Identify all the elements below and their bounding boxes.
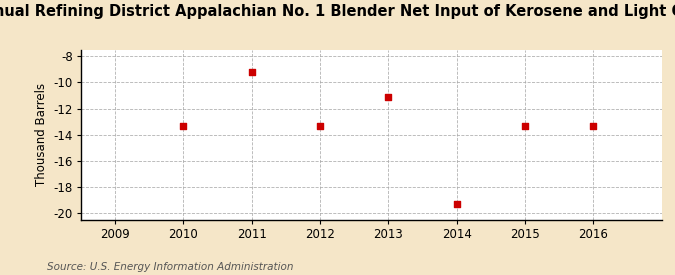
Point [451,202,462,207]
Point [588,123,599,128]
Point [383,95,394,99]
Y-axis label: Thousand Barrels: Thousand Barrels [34,83,48,186]
Point [520,123,531,128]
Point [315,123,325,128]
Text: Source: U.S. Energy Information Administration: Source: U.S. Energy Information Administ… [47,262,294,272]
Point [246,70,257,74]
Text: Annual Refining District Appalachian No. 1 Blender Net Input of Kerosene and Lig: Annual Refining District Appalachian No.… [0,4,675,19]
Point [178,123,189,128]
